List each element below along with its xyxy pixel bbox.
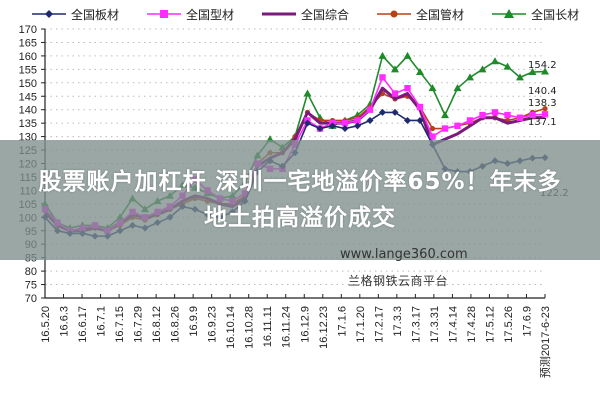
- svg-text:16.6.17: 16.6.17: [77, 306, 89, 343]
- svg-text:17.2.17: 17.2.17: [373, 306, 385, 343]
- headline-line-1: 股票账户加杠杆 深圳一宅地溢价率65%！年末多: [38, 169, 562, 195]
- svg-text:17.6.9: 17.6.9: [521, 306, 533, 337]
- legend: 全国板材 全国型材 全国综合 全国管材 全国长材: [30, 4, 579, 24]
- svg-text:150: 150: [19, 78, 37, 90]
- triangle-marker-icon: [492, 9, 527, 18]
- legend-label: 全国型材: [186, 7, 235, 22]
- svg-text:16.12.23: 16.12.23: [318, 306, 330, 349]
- svg-text:16.12.9: 16.12.9: [299, 306, 311, 343]
- svg-text:16.8.26: 16.8.26: [170, 306, 182, 343]
- legend-item-composite: 全国综合: [260, 6, 349, 23]
- svg-text:17.1.6: 17.1.6: [336, 306, 348, 337]
- svg-text:140: 140: [19, 105, 37, 117]
- headline-line-2: 地土拍高溢价成交: [204, 205, 396, 231]
- svg-text:16.10.28: 16.10.28: [244, 306, 256, 349]
- svg-text:135: 135: [19, 118, 37, 130]
- svg-text:17.5.12: 17.5.12: [484, 306, 496, 343]
- svg-text:70: 70: [25, 293, 37, 305]
- svg-text:16.10.14: 16.10.14: [225, 306, 237, 349]
- legend-label: 全国管材: [416, 7, 465, 22]
- legend-label: 全国板材: [71, 7, 120, 22]
- svg-text:16.7.29: 16.7.29: [133, 306, 145, 343]
- watermark: www.lange360.com: [340, 247, 468, 262]
- square-marker-icon: [147, 10, 182, 18]
- svg-text:160: 160: [19, 51, 37, 63]
- svg-text:17.3.17: 17.3.17: [410, 306, 422, 343]
- legend-label: 全国长材: [531, 7, 580, 22]
- svg-text:16.7.15: 16.7.15: [114, 306, 126, 343]
- svg-text:165: 165: [19, 37, 37, 49]
- legend-item-plate: 全国板材: [30, 6, 119, 23]
- svg-text:17.1.20: 17.1.20: [355, 306, 367, 343]
- svg-text:16.5.20: 16.5.20: [40, 306, 52, 343]
- svg-text:17.5.26: 17.5.26: [503, 306, 515, 343]
- svg-text:155: 155: [19, 64, 37, 76]
- svg-text:75: 75: [25, 280, 37, 292]
- end-label-section: 138.3: [528, 98, 557, 109]
- svg-text:预测2017-6-23: 预测2017-6-23: [539, 306, 552, 378]
- svg-text:16.7.1: 16.7.1: [96, 306, 108, 337]
- svg-text:16.9.23: 16.9.23: [207, 306, 219, 343]
- legend-item-long: 全国长材: [490, 6, 579, 23]
- svg-text:17.4.14: 17.4.14: [447, 306, 459, 343]
- legend-label: 全国综合: [301, 7, 350, 22]
- circle-marker-icon: [377, 10, 412, 18]
- headline-banner[interactable]: 股票账户加杠杆 深圳一宅地溢价率65%！年末多 地土拍高溢价成交: [0, 140, 600, 260]
- end-label-composite: 137.1: [528, 117, 557, 128]
- svg-text:17.4.28: 17.4.28: [466, 306, 478, 343]
- svg-text:16.6.3: 16.6.3: [59, 306, 71, 337]
- source-label: 兰格钢铁云商平台: [348, 274, 449, 288]
- svg-text:16.11.11: 16.11.11: [262, 306, 274, 347]
- svg-text:80: 80: [25, 266, 37, 278]
- legend-item-pipe: 全国管材: [375, 6, 464, 23]
- legend-item-section: 全国型材: [145, 6, 234, 23]
- end-label-pipe: 140.4: [528, 86, 557, 97]
- svg-text:145: 145: [19, 91, 37, 103]
- svg-text:16.9.9: 16.9.9: [188, 306, 200, 337]
- svg-text:17.3.3: 17.3.3: [392, 306, 404, 337]
- end-label-long: 154.2: [528, 60, 557, 71]
- svg-text:16.8.12: 16.8.12: [151, 306, 163, 343]
- line-marker-icon: [262, 12, 297, 16]
- diamond-marker-icon: [32, 10, 66, 18]
- svg-text:16.11.24: 16.11.24: [281, 306, 293, 348]
- svg-text:170: 170: [19, 24, 37, 36]
- svg-text:17.3.31: 17.3.31: [429, 306, 441, 343]
